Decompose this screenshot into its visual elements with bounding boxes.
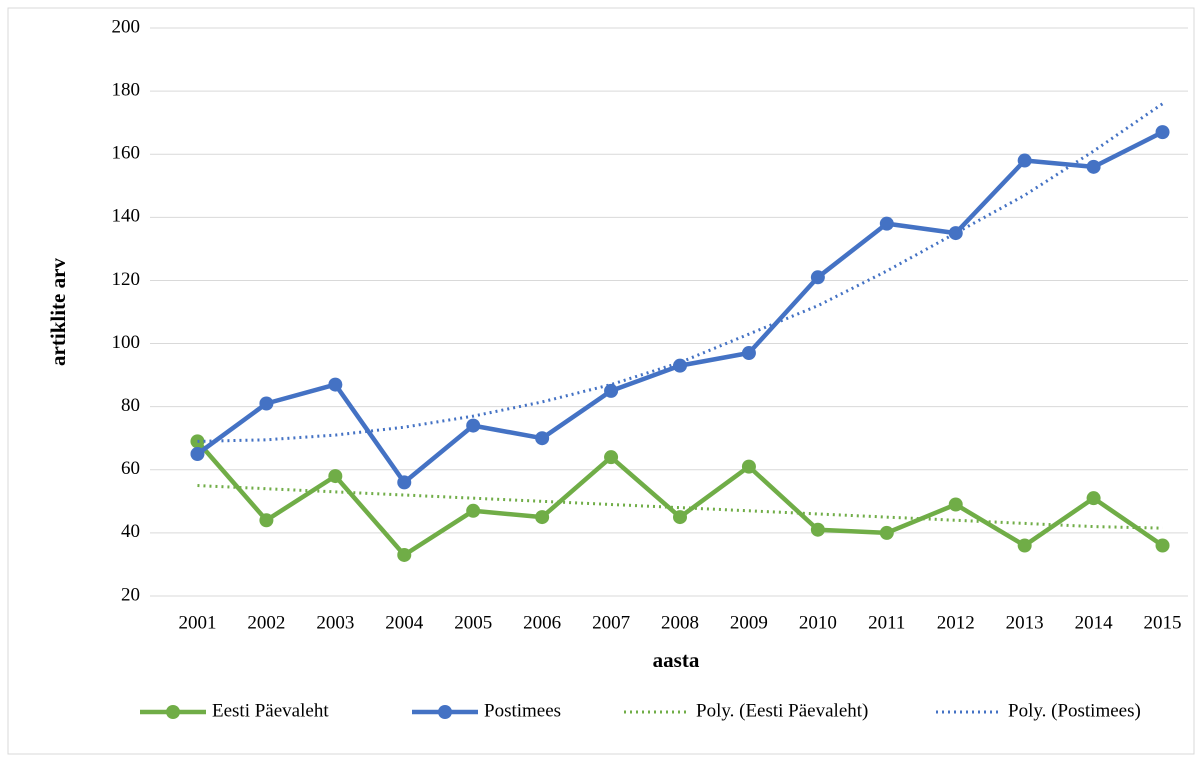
data-point — [948, 497, 963, 512]
y-tick-label: 100 — [112, 332, 141, 353]
y-tick-label: 60 — [121, 458, 140, 479]
legend-marker — [438, 705, 452, 719]
x-tick-label: 2008 — [661, 612, 699, 633]
y-tick-label: 140 — [112, 206, 141, 227]
data-point — [466, 503, 481, 518]
x-tick-label: 2001 — [178, 612, 216, 633]
data-point — [948, 226, 963, 241]
y-tick-label: 200 — [112, 16, 141, 37]
data-point — [535, 510, 550, 525]
data-point — [259, 513, 274, 528]
data-point — [1017, 538, 1032, 553]
data-point — [1155, 538, 1170, 553]
x-tick-label: 2007 — [592, 612, 630, 633]
data-point — [673, 358, 687, 373]
y-tick-label: 120 — [112, 269, 141, 290]
data-point — [259, 396, 274, 411]
x-tick-label: 2012 — [937, 612, 975, 633]
data-point — [879, 216, 894, 231]
x-tick-label: 2005 — [454, 612, 492, 633]
legend-label: Poly. (Postimees) — [1008, 700, 1141, 721]
y-axis-label: artiklite arv — [46, 258, 70, 366]
y-tick-label: 40 — [121, 521, 140, 542]
data-point — [741, 346, 756, 361]
y-tick-label: 180 — [112, 79, 141, 100]
data-point — [1086, 159, 1101, 174]
data-point — [328, 377, 343, 392]
data-point — [466, 418, 481, 433]
x-tick-label: 2009 — [730, 612, 768, 633]
data-point — [604, 450, 619, 465]
y-tick-label: 160 — [112, 143, 141, 164]
data-point — [810, 270, 825, 285]
x-tick-label: 2006 — [523, 612, 561, 633]
x-tick-label: 2003 — [316, 612, 354, 633]
y-tick-label: 80 — [121, 395, 140, 416]
data-point — [1155, 125, 1170, 140]
data-point — [535, 431, 550, 446]
data-point — [397, 475, 412, 490]
data-point — [397, 547, 412, 562]
data-point — [673, 510, 687, 525]
x-tick-label: 2015 — [1144, 612, 1182, 633]
x-tick-label: 2014 — [1075, 612, 1114, 633]
data-point — [741, 459, 756, 474]
data-point — [1086, 491, 1101, 506]
y-tick-label: 20 — [121, 584, 140, 605]
data-point — [604, 383, 619, 398]
x-axis-label: aasta — [653, 648, 700, 672]
x-tick-label: 2013 — [1006, 612, 1044, 633]
data-point — [190, 447, 205, 461]
data-point — [328, 469, 343, 484]
legend-label: Postimees — [484, 700, 561, 721]
x-tick-label: 2010 — [799, 612, 837, 633]
x-tick-label: 2002 — [247, 612, 285, 633]
data-point — [810, 522, 825, 537]
x-tick-label: 2004 — [385, 612, 424, 633]
data-point — [879, 525, 894, 540]
legend-label: Poly. (Eesti Päevaleht) — [696, 700, 868, 721]
x-tick-label: 2011 — [868, 612, 905, 633]
chart-border — [7, 7, 1195, 755]
data-point — [1017, 153, 1032, 168]
legend-label: Eesti Päevaleht — [212, 700, 329, 721]
legend-marker — [166, 705, 180, 719]
trend-line — [197, 484, 1163, 530]
